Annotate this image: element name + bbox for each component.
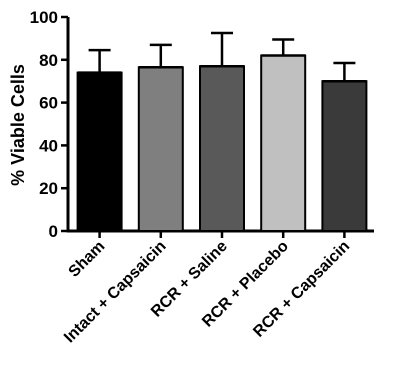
y-axis-title: % Viable Cells [8, 64, 28, 186]
x-tick-label: Intact + Capsaicin [61, 238, 170, 347]
y-tick-label: 20 [39, 179, 58, 198]
y-tick-label: 60 [39, 94, 58, 113]
y-tick-label: 0 [49, 222, 58, 241]
x-tick-label: Sham [66, 238, 109, 281]
bar [137, 66, 184, 233]
bar [260, 54, 307, 232]
bar [321, 80, 368, 232]
bar [76, 71, 123, 232]
y-tick-label: 80 [39, 51, 58, 70]
y-tick-label: 100 [30, 8, 58, 27]
bar [199, 65, 245, 232]
y-tick-label: 40 [39, 136, 58, 155]
